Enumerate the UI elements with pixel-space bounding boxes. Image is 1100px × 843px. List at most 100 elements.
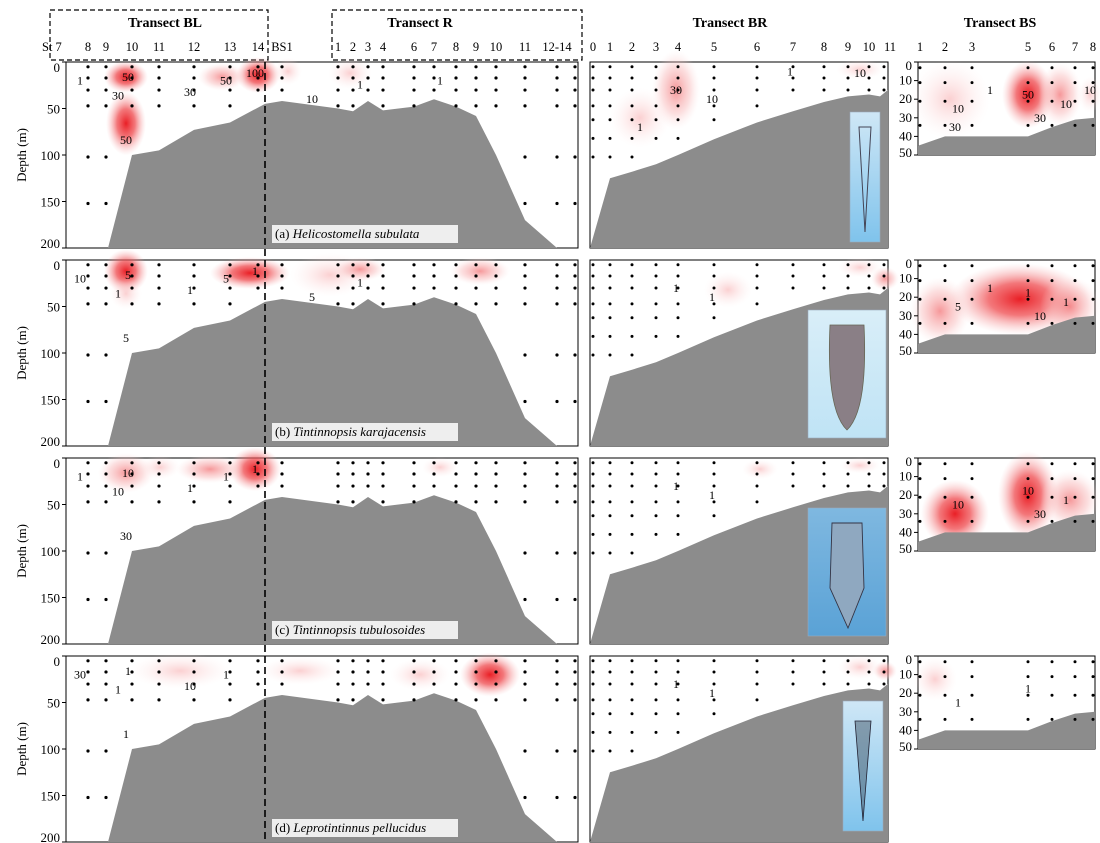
- sample-point: [454, 500, 458, 504]
- sample-point: [157, 461, 161, 465]
- sample-point: [676, 274, 680, 278]
- lorica-outline: [829, 522, 865, 630]
- concentration-hotspot: [610, 87, 670, 148]
- sample-point: [882, 76, 886, 80]
- sample-point: [351, 461, 355, 465]
- concentration-hotspot: [910, 277, 970, 346]
- br-station-labels: 0 1 2 3 4 5 6 7 8 9 10 11: [590, 40, 896, 54]
- sample-point: [412, 302, 416, 306]
- sample-point: [630, 118, 634, 122]
- sample-point: [573, 461, 577, 465]
- sample-point: [256, 65, 260, 69]
- sample-point: [918, 495, 922, 499]
- sample-point: [630, 286, 634, 290]
- sample-point: [591, 286, 595, 290]
- sample-point: [1050, 717, 1054, 721]
- sample-point: [1050, 660, 1054, 664]
- figure-header: Transect BL Transect R Transect BR Trans…: [42, 9, 1096, 61]
- br-station-label: 1: [607, 40, 613, 54]
- sample-point: [412, 263, 416, 267]
- contour-label: 5: [309, 290, 315, 304]
- main-station-label: St 7: [42, 40, 62, 54]
- sample-point: [654, 698, 658, 702]
- concentration-hotspot: [838, 257, 882, 278]
- sample-point: [555, 88, 559, 92]
- sample-point: [1026, 264, 1030, 268]
- sample-point: [157, 500, 161, 504]
- sample-point: [351, 670, 355, 674]
- sample-point: [523, 353, 527, 357]
- main-station-label: 1: [335, 40, 341, 54]
- sample-point: [474, 302, 478, 306]
- contour-label: 1: [77, 74, 83, 88]
- sample-point: [157, 263, 161, 267]
- sample-point: [918, 99, 922, 103]
- sample-point: [412, 461, 416, 465]
- sample-point: [228, 263, 232, 267]
- sample-point: [918, 279, 922, 283]
- sample-point: [846, 65, 850, 69]
- sample-point: [454, 286, 458, 290]
- sample-point: [846, 461, 850, 465]
- sample-point: [1050, 675, 1054, 679]
- sample-point: [943, 519, 947, 523]
- sample-point: [654, 659, 658, 663]
- sample-point: [494, 484, 498, 488]
- sample-point: [591, 698, 595, 702]
- sample-point: [157, 286, 161, 290]
- sample-point: [591, 302, 595, 306]
- contour-label: 30: [184, 85, 196, 99]
- sample-point: [381, 484, 385, 488]
- sample-point: [882, 682, 886, 686]
- bs-station-label: 5: [1025, 40, 1031, 54]
- sample-point: [1091, 321, 1095, 325]
- sample-point: [192, 472, 196, 476]
- sample-point: [654, 316, 658, 320]
- sample-point: [366, 274, 370, 278]
- seabed-terrain: [918, 315, 1095, 353]
- main-station-label: 12: [188, 40, 201, 54]
- sample-point: [555, 201, 559, 206]
- sample-point: [256, 484, 260, 488]
- sample-point: [608, 551, 612, 555]
- sample-point: [192, 461, 196, 465]
- sample-point: [86, 500, 90, 504]
- sample-point: [381, 274, 385, 278]
- sample-point: [970, 99, 974, 103]
- sample-point: [351, 302, 355, 306]
- sample-point: [474, 472, 478, 476]
- sample-point: [381, 76, 385, 80]
- sample-point: [366, 263, 370, 267]
- sample-point: [523, 698, 527, 702]
- sample-point: [412, 65, 416, 69]
- sample-point: [867, 76, 871, 80]
- sample-point: [555, 399, 559, 404]
- sample-point: [157, 65, 161, 69]
- sample-point: [192, 274, 196, 278]
- sample-point: [104, 302, 108, 306]
- sample-point: [573, 76, 577, 80]
- sample-point: [412, 500, 416, 504]
- contour-label: 10: [854, 66, 866, 80]
- sample-point: [867, 88, 871, 92]
- sample-point: [104, 500, 108, 504]
- sample-point: [591, 514, 595, 518]
- sample-point: [130, 88, 134, 92]
- species-caption-bg: [272, 225, 458, 243]
- sample-point: [608, 472, 612, 476]
- sample-point: [130, 302, 134, 306]
- main-station-label: 6: [411, 40, 417, 54]
- contour-label: 1: [123, 727, 129, 741]
- sample-point: [381, 302, 385, 306]
- sample-point: [336, 500, 340, 504]
- sample-point: [412, 670, 416, 674]
- sample-point: [822, 65, 826, 69]
- sample-point: [1091, 693, 1095, 697]
- sample-point: [630, 104, 634, 108]
- species-caption-bg: [272, 819, 458, 837]
- sample-point: [412, 76, 416, 80]
- sample-point: [474, 659, 478, 663]
- sample-point: [608, 749, 612, 753]
- sample-point: [256, 286, 260, 290]
- sample-point: [454, 461, 458, 465]
